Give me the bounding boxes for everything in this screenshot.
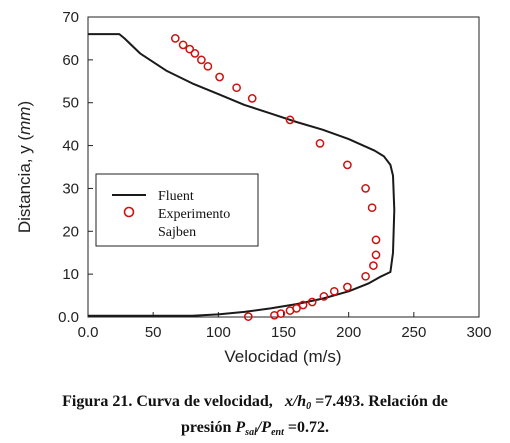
- series-layer: [88, 33, 396, 321]
- experiment-data-point: [203, 61, 213, 71]
- caption-line2-start: presión: [181, 419, 232, 436]
- experiment-data-point: [343, 160, 352, 170]
- y-tick-label: 0.0: [58, 309, 79, 326]
- experiment-data-point: [343, 282, 352, 292]
- y-tick-label: 20: [62, 223, 79, 240]
- caption-var-p1: P: [235, 419, 246, 436]
- experiment-data-point: [232, 83, 241, 93]
- x-axis-ticks: 0.0 50 100 150 200 250 300: [78, 312, 492, 341]
- y-axis-title: Distancia, y (mm): [15, 101, 34, 233]
- caption-slash-2: /: [256, 419, 262, 436]
- y-axis-title-suffix: ): [15, 101, 34, 107]
- experiment-data-point: [371, 250, 381, 260]
- caption-sub-sal: sal: [245, 427, 257, 438]
- plot-frame: [87, 16, 480, 318]
- x-tick-label: 50: [145, 324, 162, 341]
- x-tick-label: 200: [336, 324, 361, 341]
- experiment-data-point: [215, 72, 224, 82]
- x-tick-label: 100: [206, 324, 231, 341]
- experiment-data-point: [369, 261, 378, 270]
- caption-sub-ent: ent: [271, 427, 284, 438]
- legend: Fluent Experimento Sajben: [95, 173, 259, 247]
- figure-caption: Figura 21. Curva de velocidad, x/h0 =7.4…: [0, 391, 510, 443]
- legend-label-experimento: Experimento: [158, 207, 230, 222]
- experiment-data-point: [307, 297, 317, 307]
- y-tick-label: 50: [62, 95, 79, 112]
- experiment-data-point: [276, 309, 286, 318]
- caption-line2-end: =0.72.: [287, 419, 329, 436]
- experiment-data-point: [190, 49, 200, 58]
- fluent-series-line: [88, 33, 396, 317]
- y-axis-ticks: 0.0 10 20 30 40 50 60 70: [58, 9, 93, 326]
- y-tick-label: 10: [62, 266, 79, 283]
- caption-var-h: h: [297, 393, 307, 410]
- legend-label-fluent: Fluent: [158, 189, 194, 204]
- legend-box: [95, 173, 259, 247]
- x-tick-label: 0.0: [78, 324, 99, 341]
- experiment-data-point: [197, 55, 206, 65]
- caption-line1-start: Figura 21. Curva de velocidad,: [62, 393, 273, 410]
- x-axis-title: Velocidad (m/s): [224, 347, 341, 366]
- caption-line-1: Figura 21. Curva de velocidad, x/h0 =7.4…: [0, 391, 510, 417]
- y-tick-label: 30: [62, 180, 79, 197]
- caption-line-2: presión Psal/Pent =0.72.: [0, 417, 510, 443]
- caption-line1-end: =7.493. Relación de: [315, 393, 448, 410]
- caption-var-p2: P: [261, 419, 272, 436]
- caption-var-x: x: [284, 393, 293, 410]
- experiment-data-point: [361, 184, 370, 193]
- experiment-data-point: [170, 34, 180, 43]
- experiment-data-point: [243, 312, 253, 321]
- legend-marker-swatch: [123, 206, 135, 218]
- experiment-data-point: [247, 94, 257, 103]
- y-axis-title-prefix: Distancia, y (: [15, 135, 34, 234]
- experiment-data-point: [371, 235, 381, 245]
- experiment-data-point: [361, 271, 370, 281]
- experiment-data-point: [319, 292, 329, 301]
- x-tick-label: 150: [271, 324, 296, 341]
- y-tick-label: 60: [62, 52, 79, 69]
- experiment-data-point: [292, 304, 301, 313]
- caption-slash: /: [292, 393, 298, 410]
- y-tick-label: 70: [62, 9, 79, 26]
- caption-sub-0: 0: [306, 401, 312, 412]
- x-tick-label: 300: [466, 324, 491, 341]
- y-axis-title-unit: mm: [15, 107, 34, 135]
- experiment-data-point: [315, 139, 325, 148]
- experiment-data-point: [285, 115, 295, 125]
- y-tick-label: 40: [62, 138, 79, 155]
- legend-label-sajben: Sajben: [158, 225, 196, 240]
- velocity-profile-chart: 0.0 50 100 150 200 250 300 0.0 10 20 30 40 50 60 70 V…: [15, 9, 492, 366]
- experiment-data-point: [329, 286, 339, 296]
- experiment-data-point: [185, 44, 195, 54]
- experiment-data-point: [298, 300, 308, 310]
- x-tick-label: 250: [401, 324, 426, 341]
- experiment-data-point: [178, 40, 188, 50]
- experiment-data-point: [367, 203, 377, 213]
